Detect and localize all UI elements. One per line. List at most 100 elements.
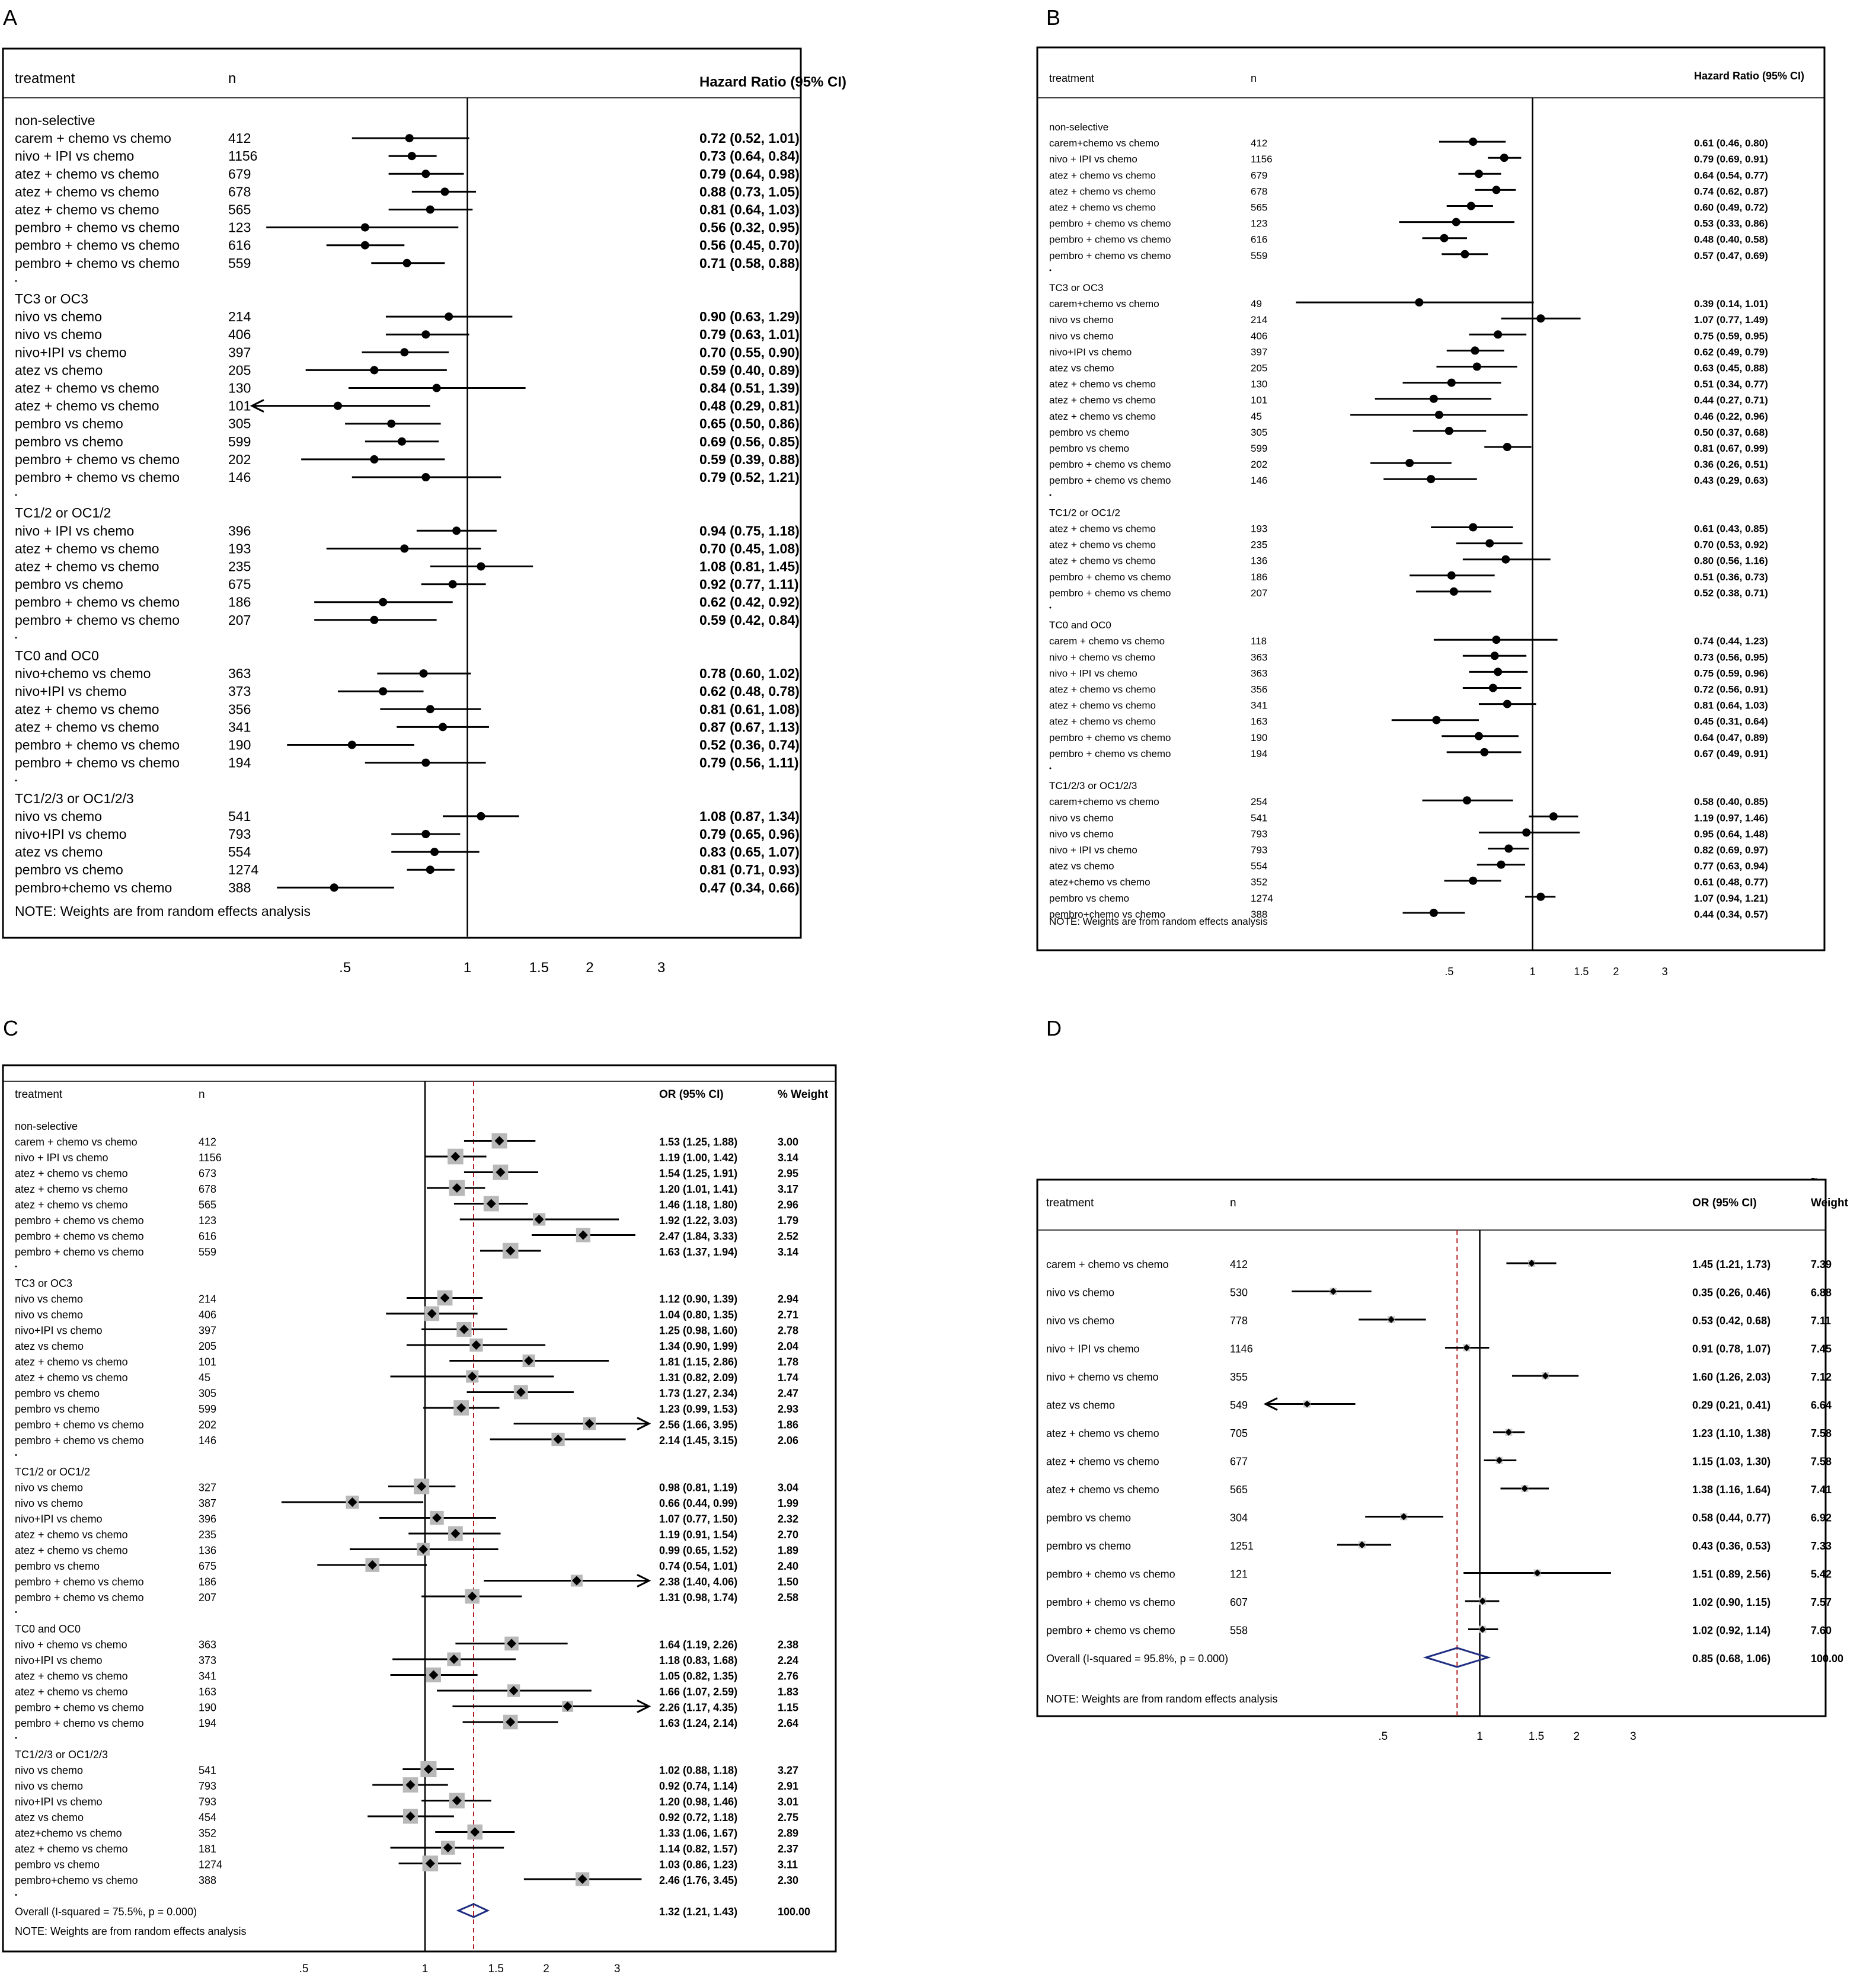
study-row: atez + chemo vs chemo 130 0.84 (0.51, 1.39… (15, 381, 800, 396)
study-n: 101 (1251, 395, 1267, 406)
study-n: 1274 (1251, 893, 1273, 904)
study-weight: 2.32 (778, 1513, 798, 1525)
study-ci: 1.51 (0.89, 2.56) (1692, 1569, 1770, 1580)
study-ci: 0.79 (0.52, 1.21) (699, 469, 800, 485)
study-row: carem+chemo vs chemo 254 0.58 (0.40, 0.85) (1049, 796, 1768, 807)
study-weight: 2.64 (778, 1717, 798, 1729)
study-n: 163 (199, 1686, 216, 1698)
study-ci: 0.91 (0.78, 1.07) (1692, 1343, 1770, 1355)
point-estimate (459, 1324, 469, 1334)
study-row: atez + chemo vs chemo 341 1.05 (0.82, 1.35… (15, 1667, 798, 1683)
study-row: nivo vs chemo 406 0.75 (0.59, 0.95) (1049, 330, 1768, 341)
study-label: atez + chemo vs chemo (1049, 379, 1156, 390)
row-spacer-dot (1049, 606, 1052, 609)
study-weight: 1.74 (778, 1372, 798, 1384)
study-n: 793 (199, 1796, 216, 1808)
study-n: 205 (228, 362, 251, 378)
study-row: nivo vs chemo 778 0.53 (0.42, 0.68) 7.11 (1046, 1315, 1831, 1327)
study-n: 355 (1230, 1371, 1248, 1383)
point-estimate (419, 669, 428, 678)
study-n: 123 (228, 220, 251, 235)
study-label: nivo vs chemo (1046, 1315, 1114, 1327)
study-label: atez + chemo vs chemo (15, 1372, 128, 1384)
study-row: pembro + chemo vs chemo 186 0.51 (0.36, 0.… (1049, 571, 1768, 583)
point-estimate (470, 1827, 480, 1837)
study-label: atez + chemo vs chemo (1049, 523, 1156, 535)
study-row: atez vs chemo 205 0.63 (0.45, 0.88) (1049, 362, 1768, 374)
study-n: 793 (199, 1780, 216, 1792)
study-label: atez + chemo vs chemo (1049, 186, 1156, 197)
study-weight: 7.33 (1811, 1540, 1832, 1552)
study-n: 194 (199, 1717, 216, 1729)
point-estimate (1479, 1598, 1487, 1605)
point-estimate (578, 1230, 588, 1240)
study-n: 406 (199, 1309, 216, 1321)
point-estimate (1533, 1569, 1541, 1577)
study-n: 341 (1251, 700, 1267, 711)
point-estimate (1497, 860, 1506, 869)
study-row: nivo+IPI vs chemo 373 1.18 (0.83, 1.68) 2.2… (15, 1652, 798, 1666)
point-estimate (1432, 716, 1441, 724)
point-estimate (439, 723, 448, 732)
point-estimate (330, 883, 338, 892)
study-label: atez + chemo vs chemo (15, 381, 159, 396)
study-label: pembro vs chemo (15, 434, 123, 449)
study-row: nivo + chemo vs chemo 363 1.64 (1.19, 2.26… (15, 1636, 798, 1651)
study-label: atez vs chemo (1046, 1400, 1115, 1411)
study-ci: 0.84 (0.51, 1.39) (699, 381, 800, 396)
study-ci: 2.26 (1.17, 4.35) (659, 1702, 737, 1714)
point-estimate (1503, 443, 1511, 451)
study-n: 559 (199, 1246, 216, 1258)
point-estimate (1447, 378, 1456, 387)
study-row: atez + chemo vs chemo 136 0.99 (0.65, 1.52… (15, 1542, 798, 1557)
point-estimate (452, 1796, 462, 1806)
study-ci: 1.20 (0.98, 1.46) (659, 1796, 737, 1808)
study-n: 193 (1251, 523, 1267, 535)
x-tick-label: 1 (1530, 966, 1536, 978)
point-estimate (1505, 1429, 1513, 1436)
panel-letter: D (1046, 1016, 1062, 1040)
point-estimate (370, 615, 379, 624)
point-estimate (398, 437, 407, 446)
study-n: 205 (199, 1340, 216, 1352)
study-row: pembro vs chemo 675 0.92 (0.77, 1.11) (15, 577, 799, 592)
study-ci: 1.45 (1.21, 1.73) (1692, 1258, 1770, 1270)
study-row: atez + chemo vs chemo 235 0.70 (0.53, 0.92… (1049, 539, 1768, 551)
study-row: atez + chemo vs chemo 678 0.88 (0.73, 1.05… (15, 184, 800, 199)
study-row: carem + chemo vs chemo 118 0.74 (0.44, 1.2… (1049, 635, 1768, 647)
study-row: pembro + chemo vs chemo 616 0.56 (0.45, 0.… (15, 238, 800, 253)
x-tick-label: 1 (1476, 1730, 1483, 1743)
study-label: pembro vs chemo (1049, 893, 1129, 904)
point-estimate (426, 205, 434, 214)
study-label: pembro vs chemo (15, 1859, 100, 1871)
study-n: 356 (228, 701, 251, 717)
study-label: atez + chemo vs chemo (15, 1529, 128, 1541)
study-row: pembro + chemo vs chemo 194 0.79 (0.56, 1.… (15, 755, 799, 771)
study-ci: 1.53 (1.25, 1.88) (659, 1136, 737, 1148)
panel-frame (1036, 1178, 1827, 1717)
study-n: 616 (199, 1231, 216, 1242)
study-label: atez + chemo vs chemo (1049, 539, 1156, 551)
point-estimate (429, 1670, 439, 1680)
x-tick-label: 1.5 (529, 960, 549, 976)
study-n: 1274 (199, 1859, 222, 1871)
study-row: nivo+IPI vs chemo 793 1.20 (0.98, 1.46) 3.0… (15, 1793, 798, 1809)
study-label: nivo + IPI vs chemo (15, 523, 134, 538)
study-ci: 1.66 (1.07, 2.59) (659, 1686, 737, 1698)
point-estimate (1462, 796, 1471, 805)
study-label: pembro + chemo vs chemo (1049, 732, 1171, 743)
study-ci: 0.73 (0.56, 0.95) (1694, 651, 1768, 663)
study-weight: 2.24 (778, 1654, 798, 1666)
study-row: pembro vs chemo 1251 0.43 (0.36, 0.53) 7.33 (1046, 1540, 1832, 1552)
study-ci: 0.72 (0.52, 1.01) (699, 130, 800, 146)
point-estimate (1449, 587, 1458, 596)
study-ci: 0.80 (0.56, 1.16) (1694, 555, 1768, 567)
study-row: nivo + IPI vs chemo 1146 0.91 (0.78, 1.07)… (1046, 1343, 1832, 1355)
study-n: 235 (228, 559, 251, 574)
study-n: 352 (1251, 877, 1267, 888)
study-row: atez + chemo vs chemo 678 1.20 (1.01, 1.41… (15, 1180, 798, 1196)
study-label: pembro + chemo vs chemo (15, 452, 180, 467)
overall-weight: 100.00 (778, 1906, 810, 1918)
study-label: nivo vs chemo (15, 1765, 83, 1777)
point-estimate (1492, 186, 1501, 194)
